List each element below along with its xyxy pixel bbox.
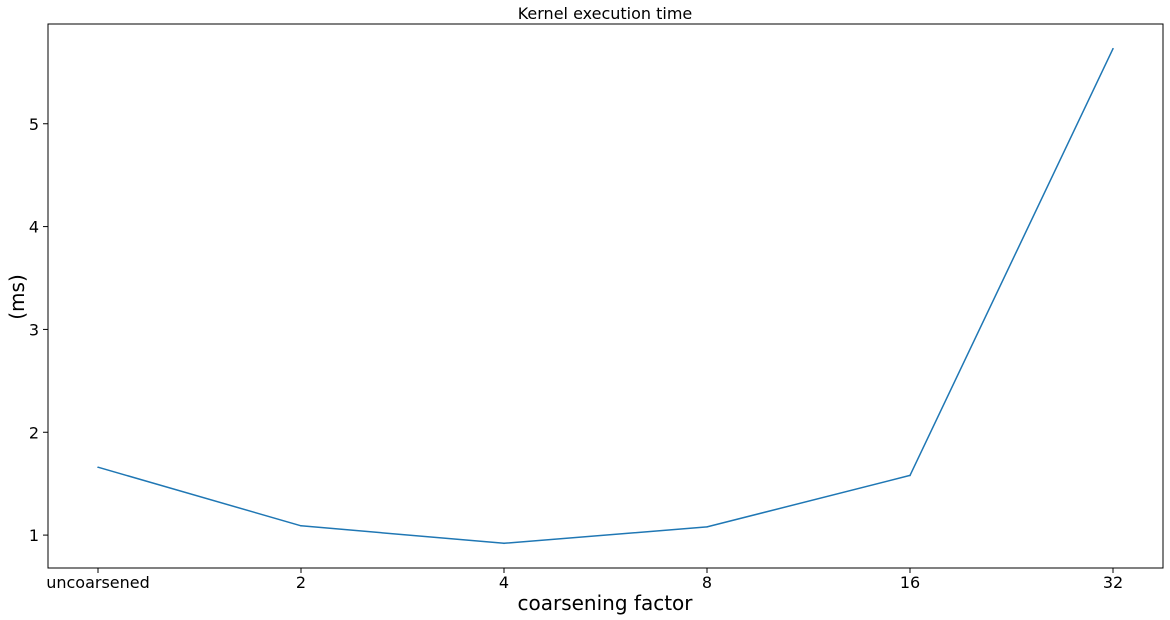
y-tick-label-4: 5 [29,115,39,134]
data-point-0-1 [300,525,302,527]
x-tick-label-5: 32 [1103,573,1123,592]
x-tick-label-3: 8 [702,573,712,592]
y-tick-label-0: 1 [29,526,39,545]
data-point-0-4 [909,474,911,477]
data-point-0-2 [503,542,505,545]
data-point-0-0 [97,466,99,468]
y-axis-label: (ms) [5,274,29,320]
plot-area: uncoarsened 2 4 8 16 32 1 2 3 4 5 [29,23,1164,592]
y-tick-label-1: 2 [29,423,39,442]
x-axis-label: coarsening factor [518,591,694,615]
x-tick-label-2: 4 [499,573,509,592]
plot-frame [47,23,1164,569]
chart-title: Kernel execution time [518,4,693,23]
y-tick-label-2: 3 [29,320,39,339]
series-line-0 [97,48,1114,545]
data-point-0-5 [1112,47,1114,50]
data-point-0-3 [706,526,708,528]
x-tick-label-4: 16 [900,573,920,592]
y-tick-label-3: 4 [29,218,39,237]
x-tick-label-0: uncoarsened [46,573,150,592]
x-tick-label-1: 2 [296,573,306,592]
